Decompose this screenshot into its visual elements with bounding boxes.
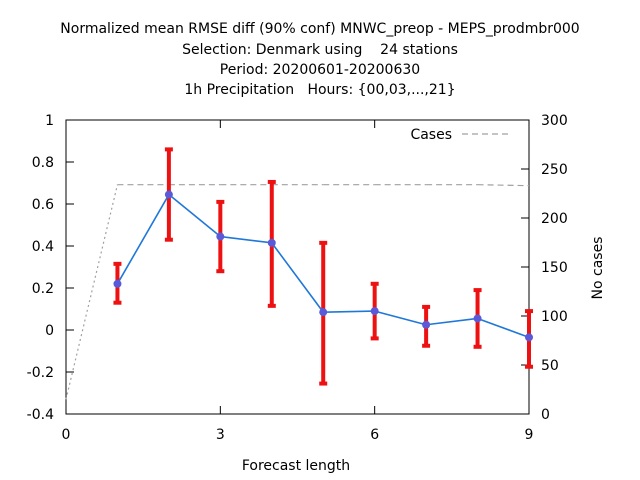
rmse-diff-line-segment [477, 317, 530, 339]
y2-tick-label: 50 [541, 358, 559, 374]
data-point [370, 307, 379, 316]
y-tick-label: 0.8 [32, 155, 54, 171]
y2-tick-label: 300 [541, 113, 568, 129]
chart-title-line-2: Selection: Denmark using 24 stations [182, 42, 458, 58]
chart-title-line-4: 1h Precipitation Hours: {00,03,...,21} [184, 82, 456, 98]
cases-line-segment [477, 184, 530, 187]
x-tick-label: 6 [370, 427, 379, 443]
rmse-diff-line-segment [323, 310, 375, 313]
data-point [113, 279, 122, 288]
x-tick-label: 0 [62, 427, 71, 443]
rmse-diff-line-segment [220, 235, 272, 244]
chart-title-line-3: Period: 20200601-20200630 [219, 62, 421, 78]
y2-axis-label: No cases [590, 237, 606, 300]
x-tick-label: 3 [216, 427, 225, 443]
rmse-diff-line-segment [426, 317, 478, 326]
y2-tick-label: 250 [541, 162, 568, 178]
y2-tick-label: 0 [541, 407, 550, 423]
data-point [473, 314, 482, 323]
y-tick-label: -0.4 [27, 407, 54, 423]
y2-tick-label: 200 [541, 211, 568, 227]
data-point [164, 190, 173, 199]
data-point [216, 232, 225, 241]
y2-tick-label: 100 [541, 309, 568, 325]
y2-tick-label: 150 [541, 260, 568, 276]
x-tick-label: 9 [525, 427, 534, 443]
plot-frame [65, 119, 530, 415]
data-point [422, 320, 431, 329]
y-tick-label: 0 [45, 323, 54, 339]
data-point [267, 238, 276, 247]
rmse-diff-line-segment [116, 194, 170, 285]
data-point [525, 333, 533, 342]
y-tick-label: -0.2 [27, 365, 54, 381]
y-tick-label: 0.6 [32, 197, 54, 213]
legend-label-cases: Cases [410, 127, 452, 143]
rmse-diff-line-segment [271, 242, 324, 313]
cases-line-segment [65, 184, 119, 400]
chart-title-line-1: Normalized mean RMSE diff (90% conf) MNW… [60, 21, 580, 37]
rmse-diff-line-segment [168, 193, 221, 238]
y-tick-label: 1 [45, 113, 54, 129]
x-axis-label: Forecast length [242, 458, 350, 474]
rmse-diff-line-segment [374, 310, 427, 326]
data-point [319, 308, 328, 317]
y-tick-label: 0.4 [32, 239, 54, 255]
y-tick-label: 0.2 [32, 281, 54, 297]
